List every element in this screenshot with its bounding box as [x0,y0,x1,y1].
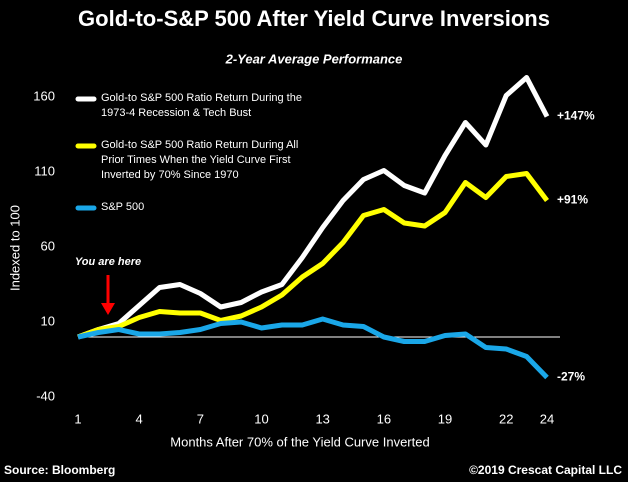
x-tick-label: 22 [499,411,513,426]
credit: ©2019 Crescat Capital LLC [469,463,622,477]
legend-label: Gold-to S&P 500 Ratio Return During All … [101,139,299,181]
y-tick-label: 60 [41,238,55,253]
annotation-arrowhead [101,303,115,315]
y-tick-label: -40 [36,388,55,403]
source: Source: Bloomberg [4,463,115,477]
x-axis-label: Months After 70% of the Yield Curve Inve… [170,434,429,449]
series-line [77,75,550,340]
chart-title: Gold-to-S&P 500 After Yield Curve Invers… [78,6,550,31]
x-tick-label: 24 [540,411,554,426]
y-tick-label: 110 [34,163,55,178]
x-tick-label: 10 [254,411,268,426]
end-label: +147% [557,109,595,123]
y-tick-label: 160 [33,88,55,103]
end-label: +91% [557,193,588,207]
annotation: You are here [75,256,141,268]
legend-label: S&P 500 [101,201,145,213]
y-axis-label: Indexed to 100 [7,205,22,291]
series-line [77,171,549,340]
legend-label: Gold-to S&P 500 Ratio Return During the … [101,92,302,119]
x-tick-label: 13 [315,411,329,426]
end-label: -27% [557,370,585,384]
x-tick-label: 1 [74,411,81,426]
x-tick-label: 16 [377,411,391,426]
series-line [77,316,549,380]
x-tick-label: 4 [136,411,143,426]
chart-subtitle: 2-Year Average Performance [225,51,403,66]
x-tick-label: 19 [438,411,452,426]
y-tick-label: 10 [41,313,55,328]
x-tick-label: 7 [197,411,204,426]
